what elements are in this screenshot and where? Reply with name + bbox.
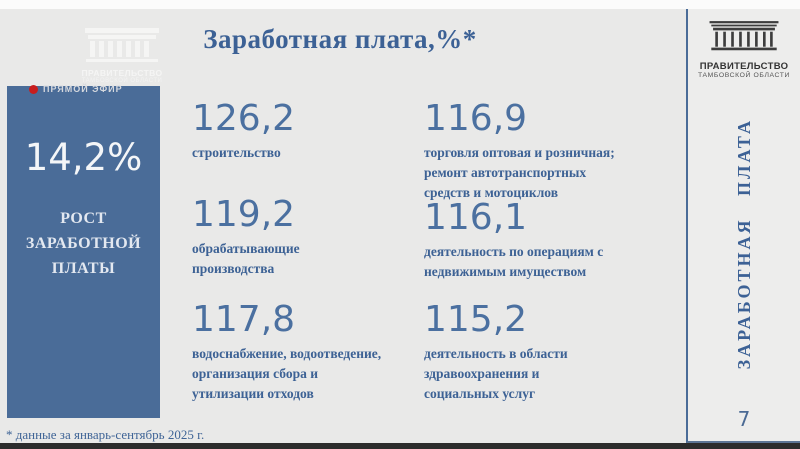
watermark-government-logo: ПРАВИТЕЛЬСТВО ТАМБОВСКОЙ ОБЛАСТИ [72,27,172,84]
stat-label-line: строительство [192,144,281,160]
stat-water-supply: 117,8 водоснабжение, водоотведение, орга… [192,299,381,405]
stat-label: деятельность по операциям с недвижимым и… [424,242,603,283]
wage-growth-label-line: ПЛАТЫ [51,259,116,277]
wage-growth-highlight-box: 14,2% РОСТ ЗАРАБОТНОЙ ПЛАТЫ [7,86,160,418]
stat-label-line: деятельность по операциям с [424,243,604,259]
wage-growth-label-line: РОСТ [60,210,107,227]
sidebar-vertical-title-text: ЗАРАБОТНАЯ ПЛАТА [733,118,754,370]
stat-label-line: деятельность в области [424,345,568,361]
stat-label: деятельность в области здравоохранения и… [424,344,568,405]
stat-label-line: организация сбора и [192,366,318,382]
stat-real-estate: 116,1 деятельность по операциям с недвиж… [424,197,603,283]
sidebar-vertical-title: ЗАРАБОТНАЯ ПЛАТА [688,118,800,370]
stat-label-line: ремонт автотранспортных [424,165,587,181]
wage-growth-value: 14,2% [24,136,143,179]
stat-manufacturing: 119,2 обрабатывающие производства [192,194,300,280]
stat-value: 119,2 [192,194,296,235]
wage-growth-label: РОСТ ЗАРАБОТНОЙ ПЛАТЫ [7,207,160,281]
stat-label: строительство [192,143,295,163]
stat-label-line: здравоохранения и [424,366,540,382]
stat-label-line: торговля оптовая и розничная; [424,144,615,160]
stat-label: водоснабжение, водоотведение, организаци… [192,344,381,405]
stat-value: 116,1 [424,197,528,238]
government-logo-line2: ТАМБОВСКОЙ ОБЛАСТИ [697,72,791,79]
stat-healthcare: 115,2 деятельность в области здравоохран… [424,299,568,405]
stat-label: обрабатывающие производства [192,239,300,280]
live-red-dot-icon [29,84,38,94]
stat-trade: 116,9 торговля оптовая и розничная; ремо… [424,98,615,204]
watermark-text-line2: ТАМБОВСКОЙ ОБЛАСТИ [81,78,163,84]
page-title: Заработная плата,%* [203,24,477,54]
stat-value: 116,9 [424,98,528,139]
live-badge-label: ПРЯМОЙ ЭФИР [43,84,123,94]
stat-label-line: обрабатывающие [192,240,300,256]
bottom-letterbox-strip [0,443,800,449]
stat-label-line: социальных услуг [424,386,536,402]
stat-label-line: недвижимым имуществом [424,264,587,280]
live-broadcast-badge: ПРЯМОЙ ЭФИР [29,84,123,94]
watermark-text-line1: ПРАВИТЕЛЬСТВО [81,68,163,78]
page-number: 7 [737,407,751,431]
stat-label: торговля оптовая и розничная; ремонт авт… [424,143,615,204]
right-sidebar: ПРАВИТЕЛЬСТВО ТАМБОВСКОЙ ОБЛАСТИ ЗАРАБОТ… [686,9,800,443]
stat-label-line: производства [192,261,275,277]
wage-growth-label-line: ЗАРАБОТНОЙ [25,234,142,252]
top-letterbox-strip [0,0,800,9]
stat-label-line: водоснабжение, водоотведение, [192,345,382,361]
government-building-icon [709,21,779,51]
stat-label-line: средств и мотоциклов [424,185,558,201]
stat-value: 126,2 [192,98,296,139]
stat-label-line: утилизации отходов [192,386,314,402]
government-building-watermark-icon [85,28,159,62]
government-logo: ПРАВИТЕЛЬСТВО ТАМБОВСКОЙ ОБЛАСТИ [688,20,800,79]
stat-value: 117,8 [192,299,296,340]
footnote: * данные за январь-сентябрь 2025 г. [6,427,205,442]
stat-value: 115,2 [424,299,528,340]
stat-construction: 126,2 строительство [192,98,296,163]
government-logo-line1: ПРАВИТЕЛЬСТВО [699,61,789,72]
